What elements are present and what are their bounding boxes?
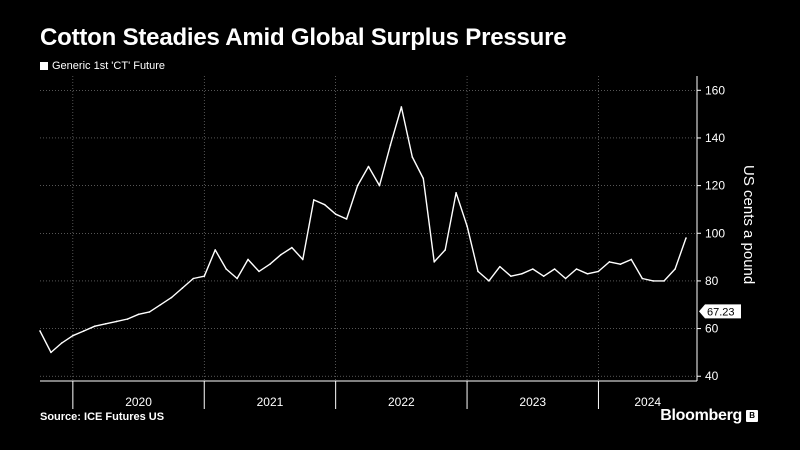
x-ticks: 2020 2021 2022 2023 2024 (72, 381, 661, 409)
series-point (663, 280, 665, 282)
series-point (630, 258, 633, 261)
series-point (553, 268, 556, 270)
series-point (280, 253, 282, 256)
y-tick-label: 160 (705, 83, 725, 97)
series-point (126, 318, 129, 320)
series-point (499, 265, 501, 268)
last-value-label: 67.23 (707, 306, 735, 318)
source-note: Source: ICE Futures US (40, 411, 165, 423)
x-tick-label: 2020 (125, 395, 152, 409)
series-point (389, 144, 392, 146)
series-point (510, 275, 512, 277)
series-point (225, 268, 227, 270)
y-tick-label: 140 (705, 131, 725, 145)
series-point (192, 277, 195, 280)
series-point (72, 334, 74, 337)
y-tick-label: 40 (705, 369, 719, 383)
series-point (104, 323, 107, 325)
series-point (531, 268, 534, 270)
series-point (345, 218, 348, 220)
series-point (685, 237, 687, 239)
series-point (93, 325, 96, 327)
x-tick-label: 2021 (257, 395, 284, 409)
series-point (564, 277, 567, 280)
y-tick-label: 60 (705, 322, 719, 336)
y-tick-label: 100 (705, 226, 725, 240)
series-point (302, 258, 304, 261)
brand-name: Bloomberg (660, 407, 742, 424)
series-point (641, 277, 644, 280)
legend-label: Generic 1st 'CT' Future (52, 60, 166, 72)
series-point (477, 270, 479, 273)
x-tick-label: 2022 (388, 395, 415, 409)
series-point (455, 191, 457, 194)
y-tick-label: 80 (705, 274, 719, 288)
x-tick-label: 2023 (519, 395, 546, 409)
legend-swatch (40, 62, 48, 70)
series-point (181, 287, 184, 289)
series-point (521, 272, 523, 275)
series-point (619, 263, 622, 266)
series-point (159, 303, 162, 306)
series-point (214, 249, 216, 251)
series-point (269, 263, 271, 266)
brand-logo: Bloomberg B (660, 407, 758, 425)
series (39, 106, 687, 354)
series-point (148, 311, 151, 313)
y-ticks: 40 60 80 100 120 140 160 (697, 83, 725, 383)
y-tick-label: 120 (705, 179, 725, 193)
series-point (586, 272, 589, 275)
series-point (674, 268, 676, 270)
legend: Generic 1st 'CT' Future (40, 60, 165, 72)
series-point (83, 330, 85, 332)
series-point (312, 199, 315, 201)
x-tick-label: 2024 (634, 395, 661, 409)
series-line (39, 106, 687, 354)
series-point (608, 261, 611, 263)
series-point (61, 342, 63, 344)
grid (40, 76, 697, 381)
series-point (444, 249, 446, 251)
axes (40, 76, 698, 382)
chart-title: Cotton Steadies Amid Global Surplus Pres… (40, 24, 567, 51)
series-point (652, 280, 654, 282)
series-point (411, 156, 414, 158)
series-point (258, 270, 260, 273)
series-point (575, 268, 578, 270)
series-point (291, 246, 293, 249)
series-point (597, 270, 600, 273)
series-point (400, 106, 403, 108)
series-point (50, 351, 52, 354)
brand-mark-icon: B (746, 410, 758, 422)
last-value-marker: 67.23 (699, 304, 741, 319)
series-point (170, 296, 173, 299)
last-value-tag (699, 304, 741, 319)
y-axis-label: US cents a pound (740, 165, 757, 284)
series-point (367, 165, 370, 168)
series-point (323, 203, 326, 206)
series-point (203, 275, 206, 277)
series-point (433, 261, 436, 263)
series-point (39, 330, 41, 332)
series-point (488, 280, 490, 282)
series-point (115, 320, 118, 323)
series-point (542, 275, 545, 277)
series-point (466, 225, 468, 227)
series-point (378, 184, 381, 187)
series-point (247, 258, 249, 261)
series-point (137, 313, 140, 316)
series-point (356, 184, 359, 187)
series-point (422, 177, 425, 180)
series-point (236, 277, 238, 280)
series-point (334, 213, 337, 216)
